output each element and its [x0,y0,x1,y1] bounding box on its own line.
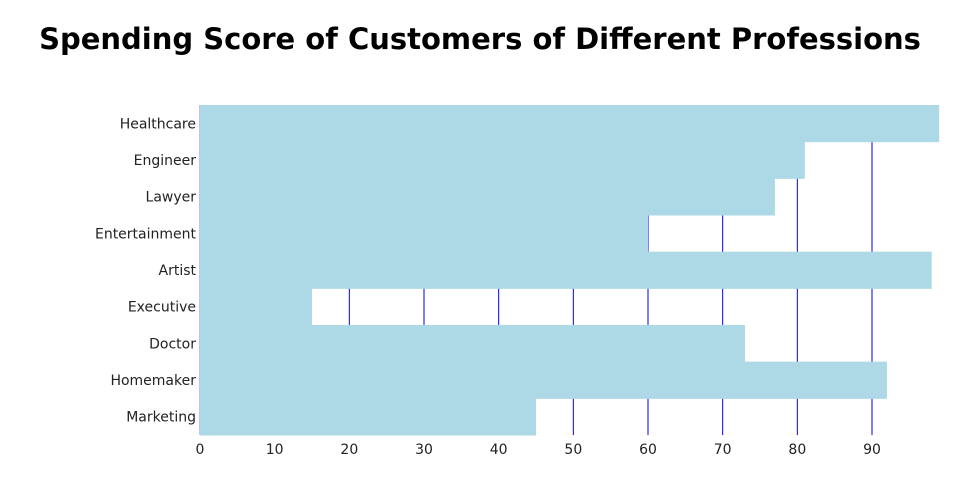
y-tick-label: Lawyer [146,190,197,206]
bar-entertainment [200,215,648,253]
bar-artist [200,251,932,289]
y-tick-label: Artist [159,263,197,279]
y-tick-label: Entertainment [95,226,197,242]
chart-title: Spending Score of Customers of Different… [39,22,921,56]
x-tick-label: 50 [564,442,582,458]
x-tick-label: 70 [714,442,732,458]
x-tick-label: 90 [863,442,881,458]
x-tick-label: 30 [415,442,433,458]
bar-lawyer [200,178,775,216]
x-tick-label: 80 [788,442,806,458]
y-tick-label: Marketing [126,410,196,426]
bar-engineer [200,141,805,179]
x-tick-label: 60 [639,442,657,458]
bar-marketing [200,398,536,436]
bar-homemaker [200,361,887,399]
y-tick-label: Engineer [134,153,197,169]
x-tick-label: 20 [340,442,358,458]
x-tick-label: 0 [196,442,205,458]
y-tick-label: Doctor [149,336,196,352]
bar-doctor [200,325,746,363]
x-tick-label: 10 [266,442,284,458]
y-tick-label: Healthcare [120,116,196,132]
bar-healthcare [200,105,940,143]
y-tick-label: Executive [128,300,196,316]
bar-executive [200,288,312,326]
y-tick-label: Homemaker [110,373,196,389]
x-tick-label: 40 [490,442,508,458]
